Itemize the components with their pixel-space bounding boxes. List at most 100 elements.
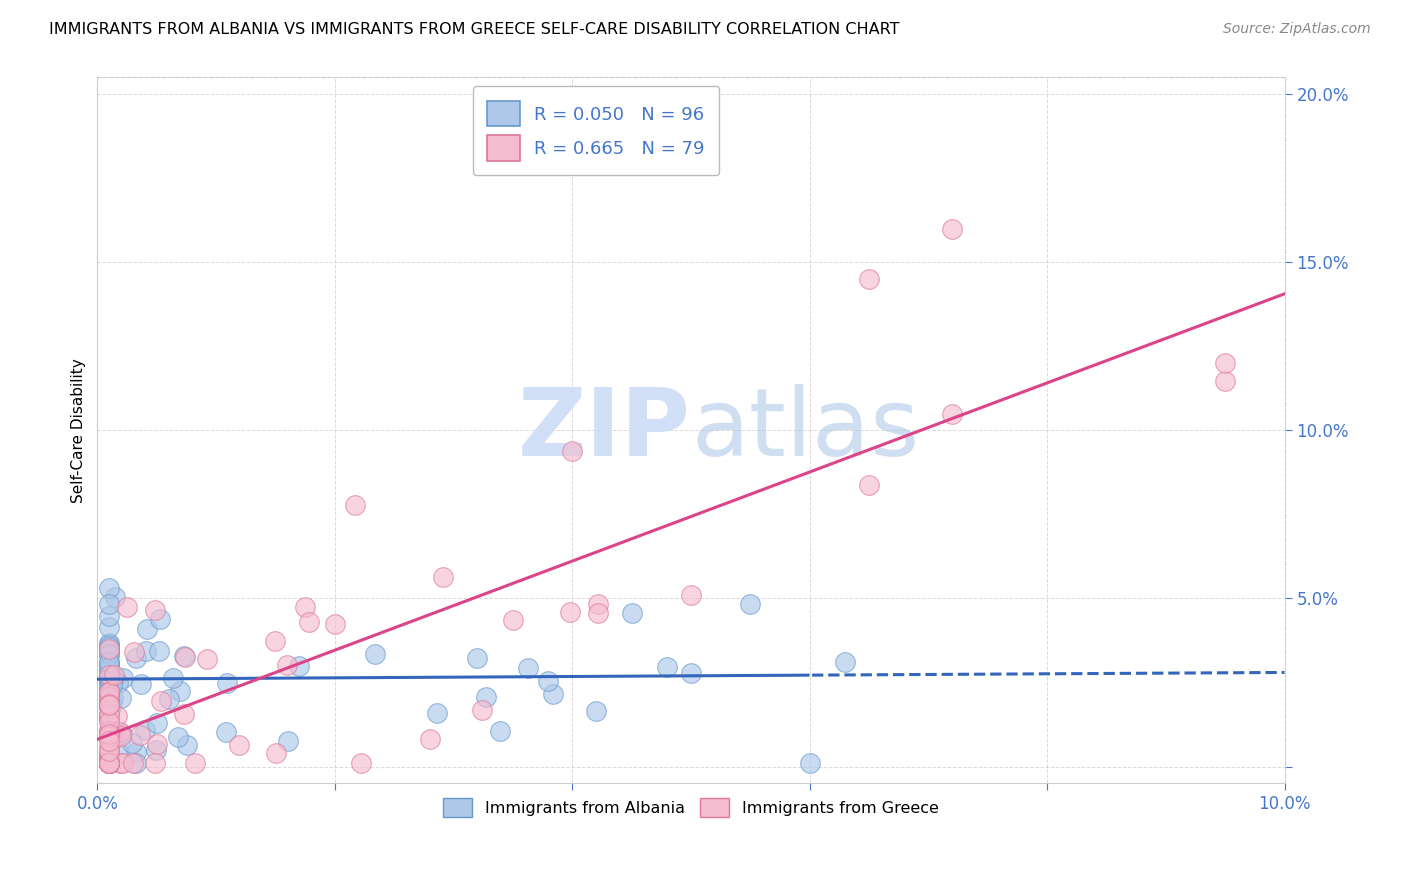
- Point: [150, 694, 173, 708]
- Point: [350, 756, 373, 771]
- Point: [98, 636, 121, 650]
- Point: [98, 683, 121, 698]
- Point: [586, 607, 609, 621]
- Point: [98, 728, 121, 742]
- Point: [323, 617, 346, 632]
- Point: [426, 706, 449, 720]
- Point: [560, 605, 582, 619]
- Point: [103, 724, 125, 739]
- Point: [101, 678, 124, 692]
- Point: [98, 740, 121, 755]
- Point: [516, 660, 538, 674]
- Point: [98, 753, 121, 767]
- Point: [98, 729, 121, 743]
- Point: [98, 597, 121, 611]
- Point: [101, 691, 124, 706]
- Point: [122, 645, 145, 659]
- Point: [98, 668, 121, 682]
- Point: [941, 407, 963, 421]
- Point: [104, 590, 127, 604]
- Point: [276, 658, 298, 673]
- Point: [98, 746, 121, 760]
- Point: [215, 676, 238, 690]
- Point: [98, 620, 121, 634]
- Point: [174, 649, 197, 664]
- Point: [288, 659, 311, 673]
- Point: [101, 669, 124, 683]
- Point: [98, 727, 121, 741]
- Point: [740, 597, 762, 611]
- Point: [121, 735, 143, 749]
- Point: [149, 612, 172, 626]
- Point: [98, 656, 121, 670]
- Point: [98, 698, 121, 712]
- Point: [799, 756, 821, 771]
- Point: [98, 727, 121, 741]
- Point: [98, 694, 121, 708]
- Point: [344, 498, 367, 512]
- Point: [98, 715, 121, 730]
- Point: [98, 756, 121, 771]
- Point: [620, 607, 643, 621]
- Point: [145, 743, 167, 757]
- Point: [103, 726, 125, 740]
- Point: [98, 755, 121, 769]
- Point: [98, 581, 121, 595]
- Point: [98, 707, 121, 722]
- Point: [98, 756, 121, 771]
- Point: [108, 746, 131, 760]
- Point: [228, 738, 250, 752]
- Y-axis label: Self-Care Disability: Self-Care Disability: [72, 358, 86, 503]
- Point: [98, 712, 121, 726]
- Point: [98, 641, 121, 656]
- Point: [277, 734, 299, 748]
- Point: [586, 597, 609, 611]
- Text: Source: ZipAtlas.com: Source: ZipAtlas.com: [1223, 22, 1371, 37]
- Point: [125, 651, 148, 665]
- Point: [98, 756, 121, 771]
- Point: [98, 732, 121, 747]
- Point: [98, 670, 121, 684]
- Point: [657, 660, 679, 674]
- Point: [98, 688, 121, 702]
- Point: [107, 676, 129, 690]
- Point: [98, 755, 121, 769]
- Point: [157, 692, 180, 706]
- Point: [98, 756, 121, 771]
- Point: [98, 685, 121, 699]
- Text: IMMIGRANTS FROM ALBANIA VS IMMIGRANTS FROM GREECE SELF-CARE DISABILITY CORRELATI: IMMIGRANTS FROM ALBANIA VS IMMIGRANTS FR…: [49, 22, 900, 37]
- Point: [98, 734, 121, 748]
- Point: [125, 756, 148, 771]
- Point: [585, 704, 607, 718]
- Point: [98, 682, 121, 697]
- Point: [98, 638, 121, 652]
- Point: [98, 685, 121, 699]
- Point: [98, 744, 121, 758]
- Point: [98, 756, 121, 771]
- Point: [98, 664, 121, 678]
- Point: [298, 615, 321, 630]
- Point: [98, 748, 121, 763]
- Point: [98, 707, 121, 722]
- Point: [419, 731, 441, 746]
- Point: [134, 723, 156, 737]
- Point: [98, 706, 121, 721]
- Point: [98, 710, 121, 724]
- Point: [98, 640, 121, 655]
- Point: [98, 643, 121, 657]
- Point: [264, 634, 287, 648]
- Point: [110, 724, 132, 739]
- Point: [541, 687, 564, 701]
- Point: [98, 696, 121, 710]
- Point: [98, 756, 121, 771]
- Point: [108, 756, 131, 771]
- Point: [98, 756, 121, 771]
- Point: [98, 678, 121, 692]
- Point: [98, 710, 121, 724]
- Point: [294, 600, 316, 615]
- Point: [363, 647, 385, 661]
- Point: [98, 726, 121, 740]
- Point: [148, 644, 170, 658]
- Point: [98, 723, 121, 738]
- Point: [100, 700, 122, 714]
